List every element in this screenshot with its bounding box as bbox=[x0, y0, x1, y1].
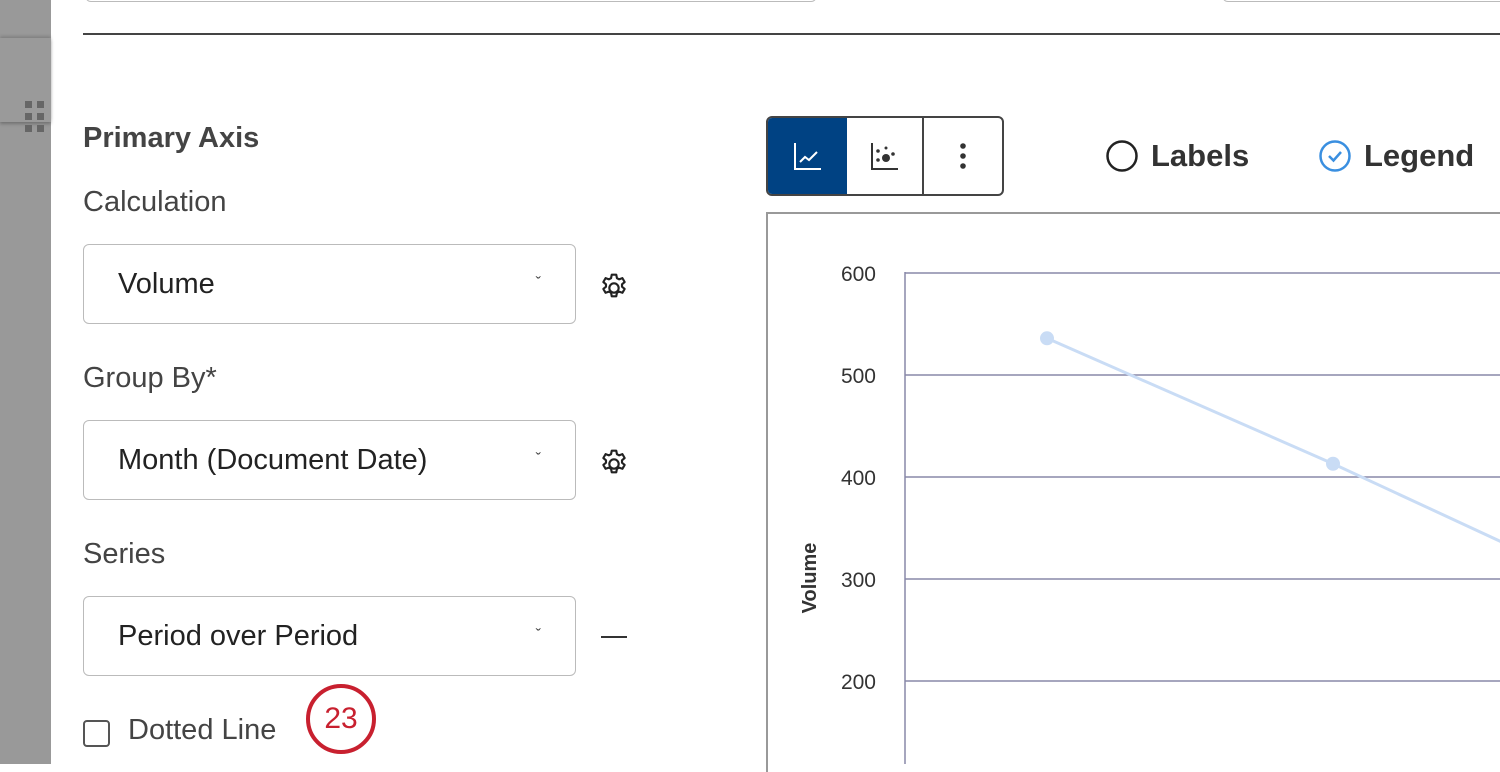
dotted-line-checkbox[interactable] bbox=[83, 720, 110, 747]
chevron-down-icon: ˇ bbox=[535, 627, 541, 644]
series-value: Period over Period bbox=[118, 619, 359, 652]
primary-axis-heading: Primary Axis bbox=[83, 122, 260, 154]
y-axis-title: Volume bbox=[799, 543, 821, 614]
scatter-chart-button[interactable] bbox=[847, 118, 924, 194]
y-tick-label: 600 bbox=[841, 263, 876, 286]
radio-unchecked-icon bbox=[1106, 140, 1138, 172]
more-options-button[interactable] bbox=[924, 118, 1002, 194]
scatter-chart-icon bbox=[870, 143, 898, 170]
left-rail bbox=[0, 0, 51, 764]
calculation-value: Volume bbox=[118, 267, 215, 300]
y-tick-label: 200 bbox=[841, 671, 876, 694]
dotted-line-label: Dotted Line bbox=[128, 714, 277, 746]
series-label: Series bbox=[83, 538, 166, 570]
legend-toggle[interactable]: Legend bbox=[1318, 138, 1474, 174]
legend-label: Legend bbox=[1364, 138, 1475, 173]
y-tick-label: 300 bbox=[841, 569, 876, 592]
group-by-select[interactable]: Month (Document Date) ˇ bbox=[83, 420, 576, 500]
chart-area bbox=[766, 212, 1500, 772]
gear-icon[interactable] bbox=[598, 448, 630, 480]
chart-type-toggle bbox=[766, 116, 1004, 196]
more-vertical-icon bbox=[960, 143, 966, 169]
labels-toggle[interactable]: Labels bbox=[1105, 138, 1249, 174]
check-circle-icon bbox=[1319, 140, 1351, 172]
chevron-down-icon: ˇ bbox=[535, 451, 541, 468]
calculation-label: Calculation bbox=[83, 186, 227, 218]
series-select[interactable]: Period over Period ˇ bbox=[83, 596, 576, 676]
data-point bbox=[1040, 331, 1054, 346]
divider bbox=[83, 33, 1500, 35]
step-badge: 23 bbox=[306, 684, 376, 754]
gear-icon[interactable] bbox=[598, 272, 630, 304]
y-tick-label: 500 bbox=[841, 365, 876, 388]
drag-handle-tab[interactable] bbox=[0, 38, 51, 132]
calculation-select[interactable]: Volume ˇ bbox=[83, 244, 576, 324]
line-style-dash-icon bbox=[601, 636, 627, 638]
line-chart-icon bbox=[793, 143, 821, 170]
group-by-label: Group By* bbox=[83, 362, 217, 394]
y-tick-label: 400 bbox=[841, 467, 876, 490]
series-line bbox=[1046, 336, 1500, 543]
drag-handle-icon[interactable] bbox=[25, 101, 45, 132]
group-by-value: Month (Document Date) bbox=[118, 443, 428, 476]
data-point bbox=[1326, 456, 1340, 471]
line-chart-button[interactable] bbox=[768, 118, 847, 194]
labels-label: Labels bbox=[1151, 138, 1250, 173]
chevron-down-icon: ˇ bbox=[535, 275, 541, 292]
